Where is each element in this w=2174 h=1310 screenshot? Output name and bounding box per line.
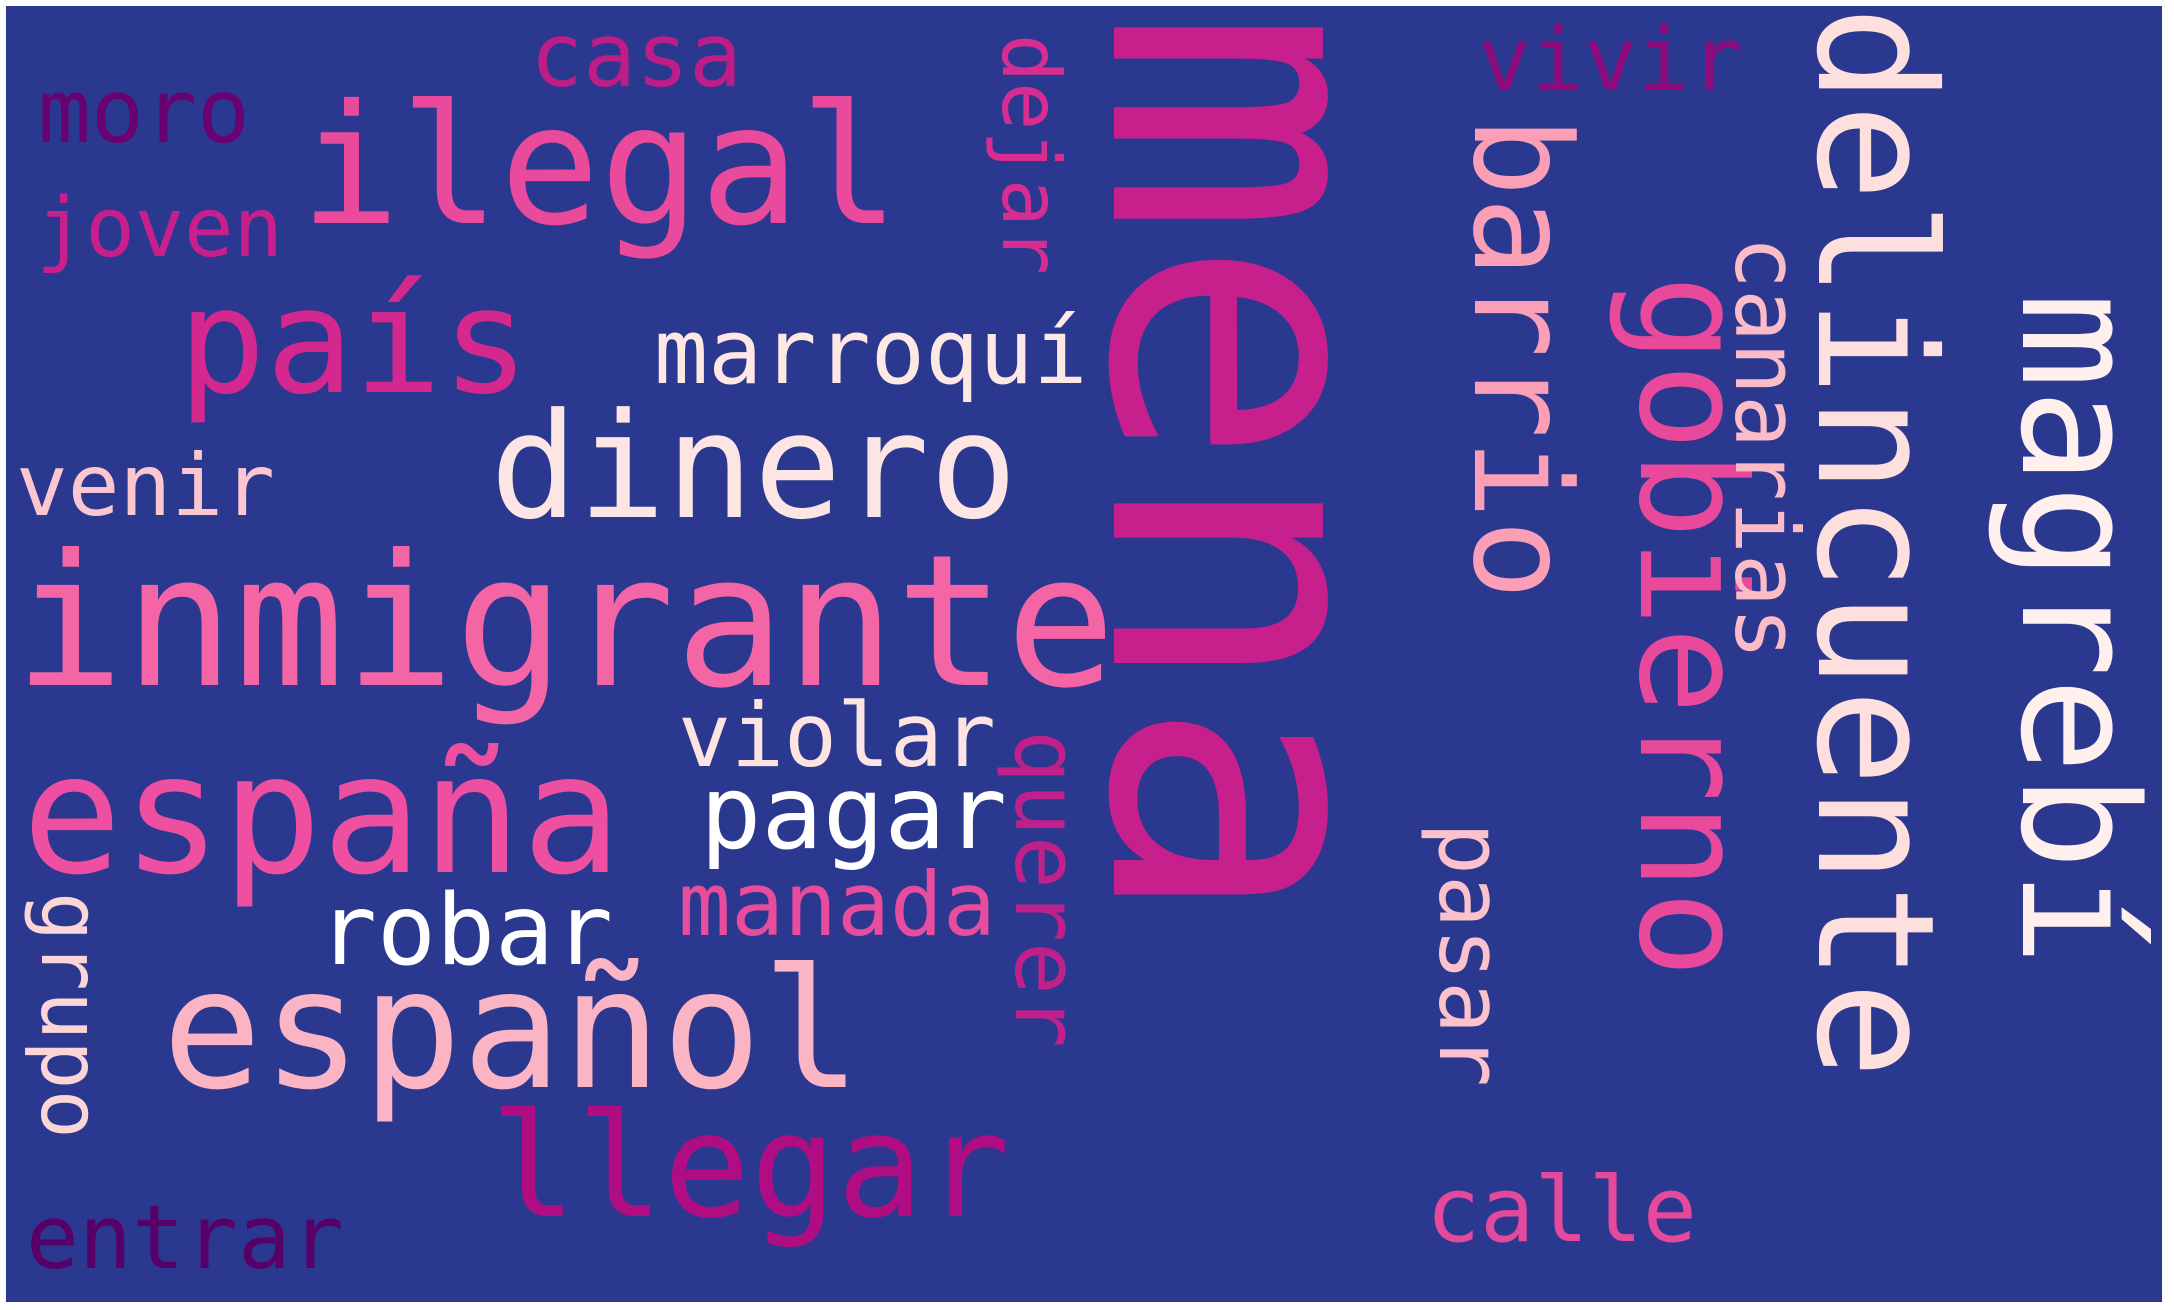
- word-canarias: canarias: [1715, 236, 1818, 660]
- word-ilegal: ilegal: [300, 70, 900, 263]
- word-querer: querer: [995, 730, 1098, 1048]
- word-pagar: pagar: [700, 754, 1008, 873]
- word-espana: españa: [22, 719, 622, 912]
- word-joven: joven: [36, 181, 283, 276]
- word-llegar: llegar: [490, 1082, 1011, 1250]
- word-casa: casa: [530, 6, 742, 107]
- word-pais: país: [178, 257, 530, 427]
- word-robar: robar: [318, 874, 614, 988]
- word-manada: manada: [678, 853, 996, 956]
- word-dinero: dinero: [490, 382, 1018, 552]
- word-moro: moro: [38, 60, 250, 163]
- word-magrebi: magrebí: [1985, 292, 2162, 967]
- word-mena: mena: [1023, 7, 1468, 927]
- word-grupo: grupo: [22, 892, 117, 1139]
- word-vivir: vivir: [1478, 8, 1743, 111]
- word-barrio: barrio: [1443, 116, 1599, 601]
- word-marroqui: marroquí: [654, 300, 1088, 405]
- word-violar: violar: [678, 684, 996, 787]
- word-calle: calle: [1426, 1158, 1697, 1263]
- word-venir: venir: [16, 436, 275, 536]
- word-pasar: pasar: [1419, 822, 1522, 1087]
- word-inmigrante: inmigrante: [14, 516, 1116, 729]
- word-espanol: español: [162, 934, 862, 1127]
- word-cloud: mena inmigrante delincuente magrebí espa…: [6, 6, 2162, 1302]
- word-entrar: entrar: [26, 1186, 344, 1289]
- word-dejar: dejar: [984, 34, 1077, 275]
